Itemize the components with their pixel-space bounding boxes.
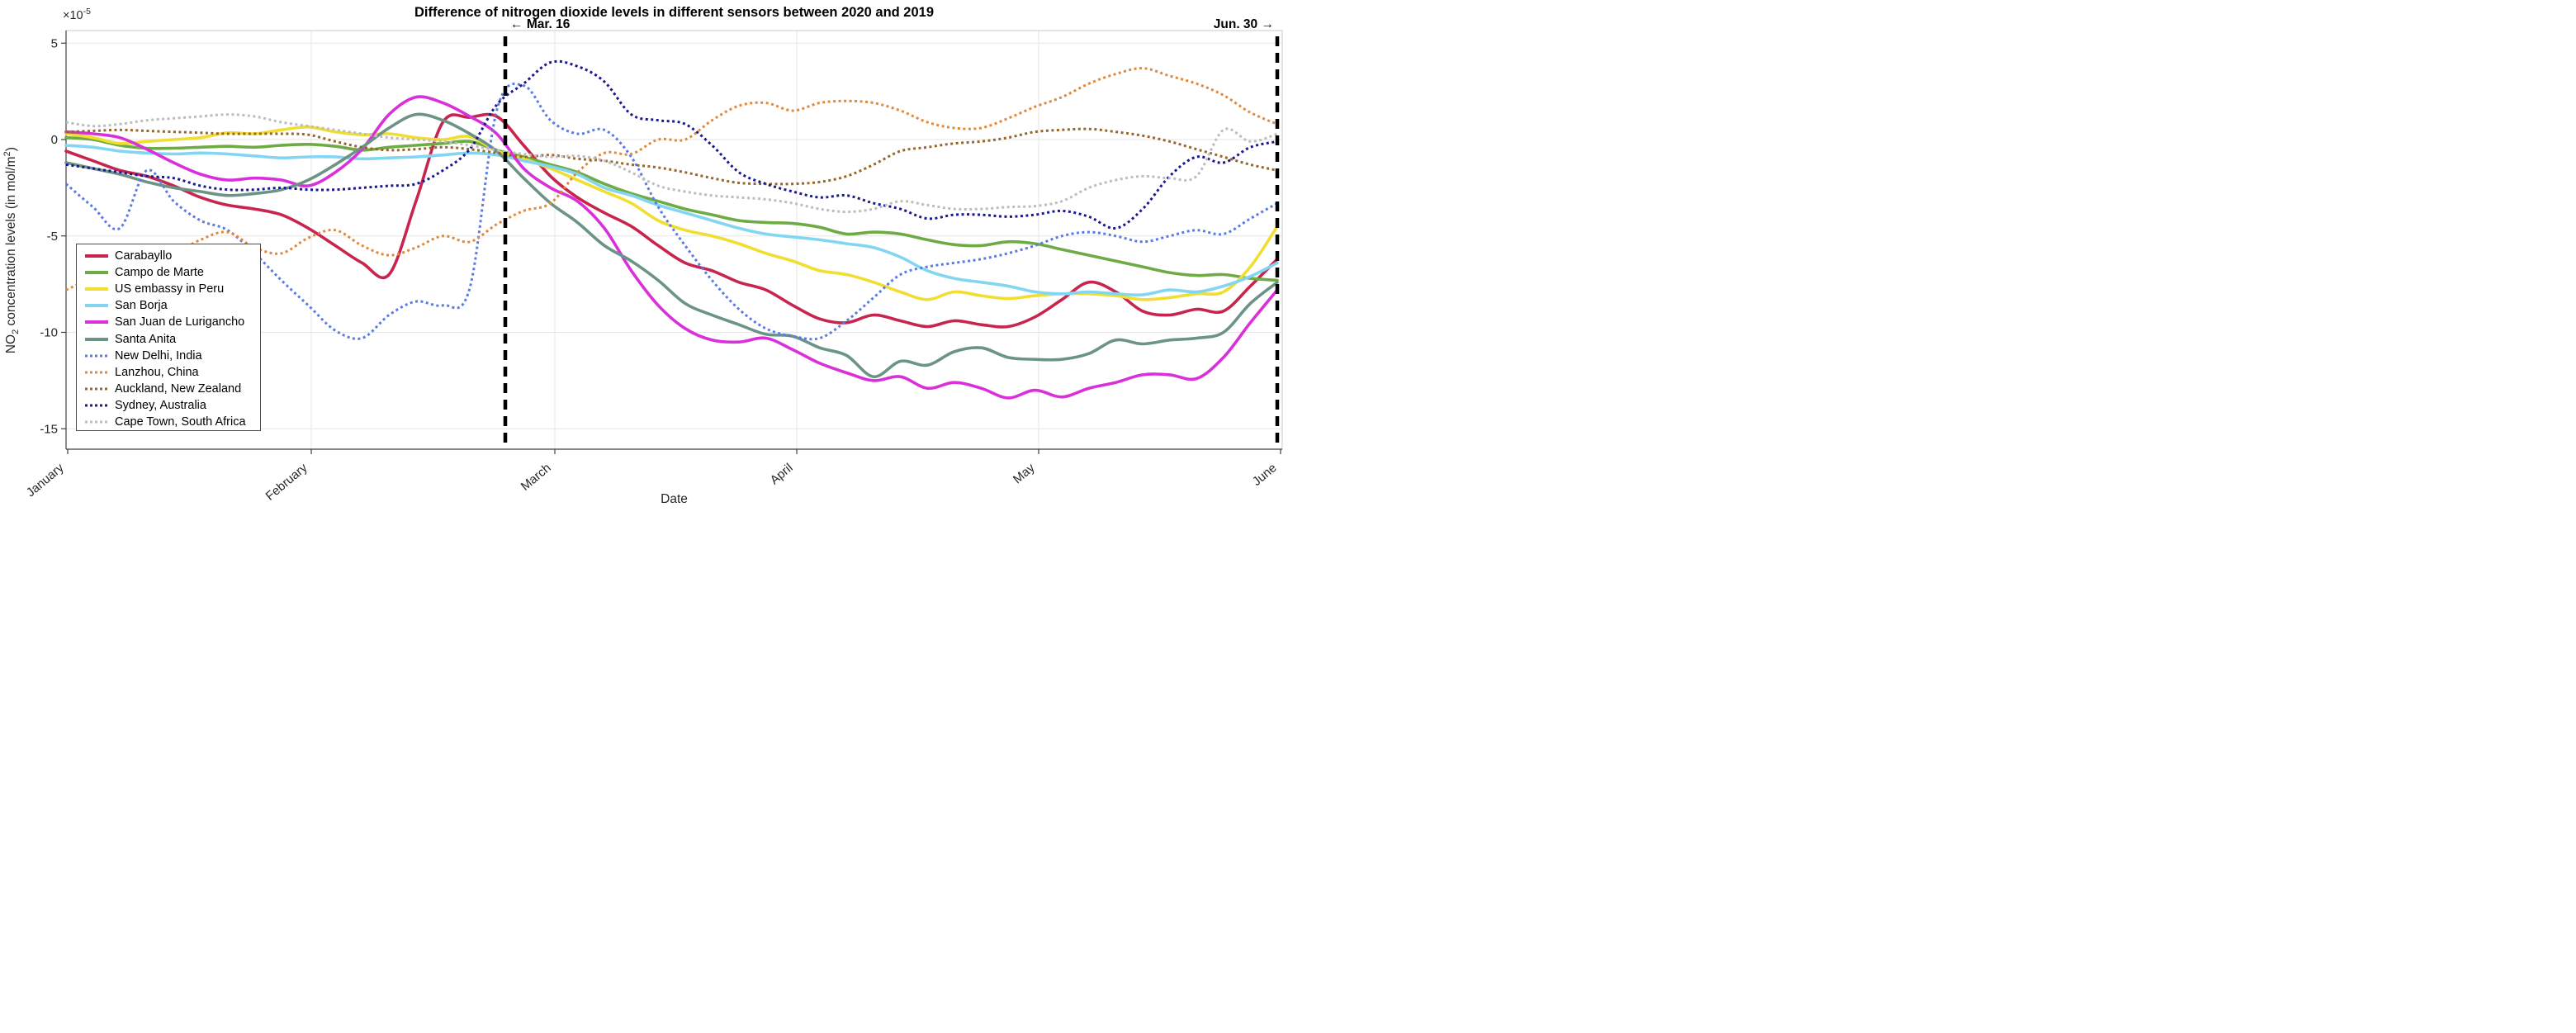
y-tick-label: -5 <box>47 230 58 244</box>
y-axis-label: NO2 concentration levels (in mol/m2) <box>2 147 21 354</box>
legend-item-lanzhou-china: Lanzhou, China <box>84 364 260 381</box>
legend-label: San Borja <box>115 299 168 313</box>
legend-swatch <box>85 304 108 308</box>
series-line-sydney-australia <box>65 59 1278 230</box>
legend-swatch <box>85 420 108 424</box>
legend-label: Santa Anita <box>115 332 177 346</box>
legend-item-campo-de-marte: Campo de Marte <box>84 264 260 281</box>
legend-swatch <box>85 254 108 258</box>
legend-item-santa-anita: Santa Anita <box>84 330 260 347</box>
series-line-new-delhi-india <box>65 83 1278 341</box>
x-tick-label: May <box>1011 461 1038 487</box>
figure: 5 0 -5 -10 -15 January February March April May Ju… <box>0 0 1288 516</box>
legend-item-new-delhi-india: New Delhi, India <box>84 348 260 364</box>
series-line-san-juan-de-lurigancho <box>64 95 1279 400</box>
series-line-lanzhou-china <box>65 67 1278 293</box>
x-axis-label: Date <box>661 492 688 506</box>
series-line-carabayllo <box>64 112 1279 329</box>
y-tick-label: 5 <box>51 36 58 50</box>
chart-title: Difference of nitrogen dioxide levels in… <box>414 5 935 20</box>
series-line-santa-anita <box>64 112 1279 378</box>
annotation-mar16: ← Mar. 16 <box>510 17 571 31</box>
legend-item-san-borja: San Borja <box>84 297 260 314</box>
x-tick-label: March <box>519 461 554 494</box>
legend-label: Carabayllo <box>115 249 173 263</box>
legend-label: US embassy in Peru <box>115 282 225 296</box>
legend-label: Cape Town, South Africa <box>115 415 246 429</box>
legend-label: Auckland, New Zealand <box>115 381 242 396</box>
legend-item-carabayllo: Carabayllo <box>84 248 260 264</box>
y-tick-label: -15 <box>40 422 58 436</box>
legend-swatch <box>85 271 108 275</box>
legend-label: Lanzhou, China <box>115 365 199 379</box>
x-tick-label: April <box>768 461 796 487</box>
legend-swatch <box>85 354 108 358</box>
legend-item-san-juan-de-lurigancho: San Juan de Lurigancho <box>84 314 260 330</box>
y-tick-label: 0 <box>51 133 58 147</box>
legend-box: Carabayllo Campo de Marte US embassy in Pe… <box>76 244 261 431</box>
y-axis-multiplier: ×10-5 <box>63 7 91 22</box>
annotation-jun30: Jun. 30 → <box>1213 17 1274 31</box>
x-tick-label: January <box>24 461 67 500</box>
series-line-campo-de-marte <box>64 135 1279 282</box>
legend-label: Campo de Marte <box>115 266 204 280</box>
x-tick-label: June <box>1250 461 1280 489</box>
legend-swatch <box>85 287 108 291</box>
legend-swatch <box>85 337 108 341</box>
legend-swatch <box>85 320 108 325</box>
y-tick-label: -10 <box>40 326 58 340</box>
legend-swatch <box>85 387 108 391</box>
legend-item-cape-town-south-africa: Cape Town, South Africa <box>84 414 260 430</box>
legend-swatch <box>85 404 108 407</box>
legend-label: San Juan de Lurigancho <box>115 315 245 329</box>
legend-label: Sydney, Australia <box>115 398 206 412</box>
legend-item-us-embassy-in-peru: US embassy in Peru <box>84 281 260 297</box>
legend-item-sydney-australia: Sydney, Australia <box>84 397 260 414</box>
legend-item-auckland-new-zealand: Auckland, New Zealand <box>84 381 260 397</box>
legend-label: New Delhi, India <box>115 348 202 362</box>
series-line-san-borja <box>64 144 1279 296</box>
legend-swatch <box>85 371 108 374</box>
series-line-cape-town-south-africa <box>65 113 1278 214</box>
